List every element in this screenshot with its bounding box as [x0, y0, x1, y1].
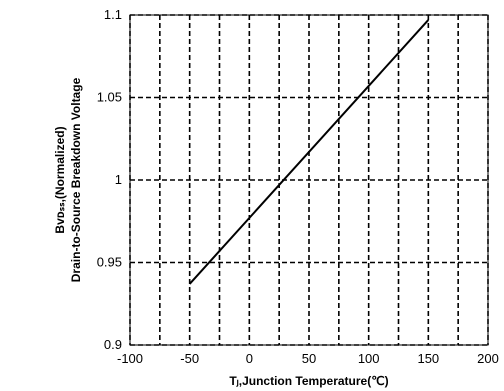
x-tick-label: 150 — [417, 351, 439, 366]
y-tick-label: 0.95 — [97, 255, 122, 270]
y-tick-label: 0.9 — [104, 337, 122, 352]
x-tick-label: 50 — [302, 351, 316, 366]
x-tick-label: 100 — [358, 351, 380, 366]
series-group — [188, 19, 430, 285]
y-tick-label: 1.05 — [97, 90, 122, 105]
x-axis-title: Tⱼ,Junction Temperature(℃) — [229, 374, 388, 388]
plot-frame — [129, 14, 489, 346]
x-tick-labels: -100 -50 0 50 100 150 200 — [117, 351, 499, 366]
y-axis-title-line2: Drain-to-Source Breakdown Voltage — [69, 77, 83, 282]
x-tick-label: 200 — [477, 351, 499, 366]
x-tick-label: 0 — [246, 351, 253, 366]
x-tick-label: -50 — [180, 351, 199, 366]
y-tick-labels: 0.9 0.95 1 1.05 1.1 — [97, 7, 122, 352]
series-line — [188, 19, 430, 285]
x-tick-label: -100 — [117, 351, 143, 366]
y-axis-title-line1: Bᴠᴅₛₛ,(Normalized) — [53, 126, 67, 233]
y-tick-label: 1 — [115, 172, 122, 187]
y-tick-label: 1.1 — [104, 7, 122, 22]
